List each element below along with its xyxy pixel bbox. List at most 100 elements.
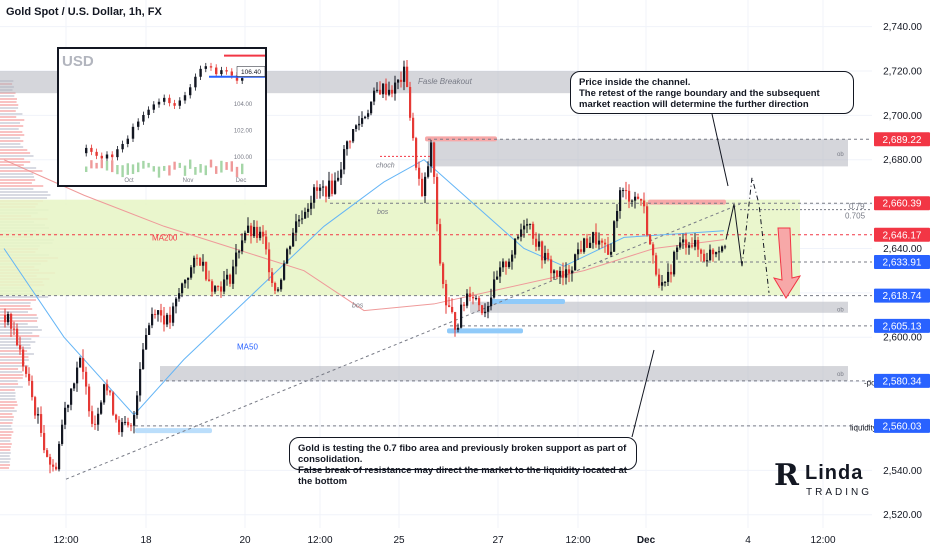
inset-volume xyxy=(235,166,239,178)
inset-volume xyxy=(183,165,187,176)
price-tick: 2,680.00 xyxy=(883,155,922,166)
candle xyxy=(508,261,511,267)
candle xyxy=(598,240,601,245)
candle xyxy=(286,249,289,264)
candle xyxy=(181,283,184,294)
volume-bar xyxy=(0,182,32,184)
volume-bar xyxy=(0,395,16,397)
inset-value-label: 106.40 xyxy=(241,69,261,76)
volume-bar xyxy=(0,440,11,442)
volume-bar xyxy=(0,143,21,145)
candle xyxy=(646,206,649,236)
price-label: 2,689.22 xyxy=(883,135,922,146)
volume-bar xyxy=(0,173,34,175)
inset-volume xyxy=(163,165,166,171)
candle xyxy=(640,198,643,201)
candle xyxy=(637,196,640,199)
candle xyxy=(559,270,562,277)
volume-bar xyxy=(0,410,17,412)
inset-candle xyxy=(163,97,166,102)
candle xyxy=(397,79,400,83)
price-label-bg xyxy=(874,418,930,433)
candle xyxy=(475,298,478,300)
candle xyxy=(331,180,334,194)
candle xyxy=(157,310,160,315)
candle xyxy=(454,312,457,330)
candle xyxy=(391,89,394,94)
inset-candle xyxy=(95,151,98,156)
candle xyxy=(580,249,583,252)
volume-bar xyxy=(0,140,24,142)
candle xyxy=(313,187,316,203)
inset-candle xyxy=(225,70,228,72)
scenario-leg-2 xyxy=(741,177,770,293)
inset-candle xyxy=(189,87,192,96)
poi-label: -poi xyxy=(864,378,878,387)
candle xyxy=(712,249,715,255)
price-label-bg xyxy=(874,373,930,388)
candle xyxy=(670,271,673,275)
volume-bar xyxy=(0,194,51,196)
candle xyxy=(109,390,112,393)
ob-zone-top xyxy=(428,139,848,167)
fib-79-label: 0.79 xyxy=(849,202,865,211)
candle xyxy=(469,293,472,297)
time-tick: 4 xyxy=(745,535,751,546)
candle xyxy=(190,267,193,278)
volume-bar xyxy=(0,185,44,187)
candle xyxy=(628,190,631,202)
volume-bar xyxy=(0,419,14,421)
inset-volume xyxy=(189,159,192,169)
volume-bar xyxy=(0,161,31,163)
inset-volume xyxy=(157,166,161,178)
candle xyxy=(532,223,535,239)
time-tick: 12:00 xyxy=(53,535,78,546)
trendline xyxy=(65,203,741,480)
inset-volume xyxy=(137,162,140,173)
volume-bar xyxy=(0,155,34,157)
candle xyxy=(505,261,508,267)
candle xyxy=(556,270,559,277)
candle xyxy=(496,276,499,280)
ob-zone-mid xyxy=(470,301,848,313)
candle xyxy=(259,231,262,238)
candle xyxy=(340,169,343,178)
candle xyxy=(346,141,349,150)
candle xyxy=(220,286,223,292)
inset-candle xyxy=(194,76,197,88)
candle xyxy=(214,286,217,292)
candle xyxy=(55,466,58,470)
candle xyxy=(73,383,76,389)
candle xyxy=(223,279,226,292)
volume-bar xyxy=(0,128,19,130)
volume-bar xyxy=(0,113,23,115)
candles xyxy=(4,59,727,474)
candle xyxy=(100,402,103,414)
callout-bottom-pointer xyxy=(631,349,655,438)
candle xyxy=(151,313,154,326)
candle xyxy=(64,407,67,425)
candle xyxy=(52,464,55,467)
candle xyxy=(403,66,406,82)
candle xyxy=(400,79,403,82)
candle xyxy=(319,187,322,191)
time-axis[interactable]: 12:00 18 20 12:00 25 27 12:00 Dec 4 12:00 xyxy=(53,535,835,546)
false-breakout-label: Fasle Breakout xyxy=(418,77,473,86)
candle xyxy=(724,246,727,248)
candle xyxy=(460,304,463,328)
volume-bar xyxy=(0,125,24,127)
candle xyxy=(352,129,355,142)
candle xyxy=(16,328,19,346)
candle xyxy=(187,277,190,280)
candle xyxy=(79,358,82,368)
volume-bar xyxy=(0,458,11,460)
candle xyxy=(679,242,682,248)
candle xyxy=(631,200,634,202)
candle xyxy=(700,249,703,254)
candle xyxy=(271,272,274,283)
inset-volume xyxy=(111,160,114,173)
volume-bar xyxy=(0,425,12,427)
inset-volume xyxy=(209,159,213,168)
candle xyxy=(7,314,10,323)
